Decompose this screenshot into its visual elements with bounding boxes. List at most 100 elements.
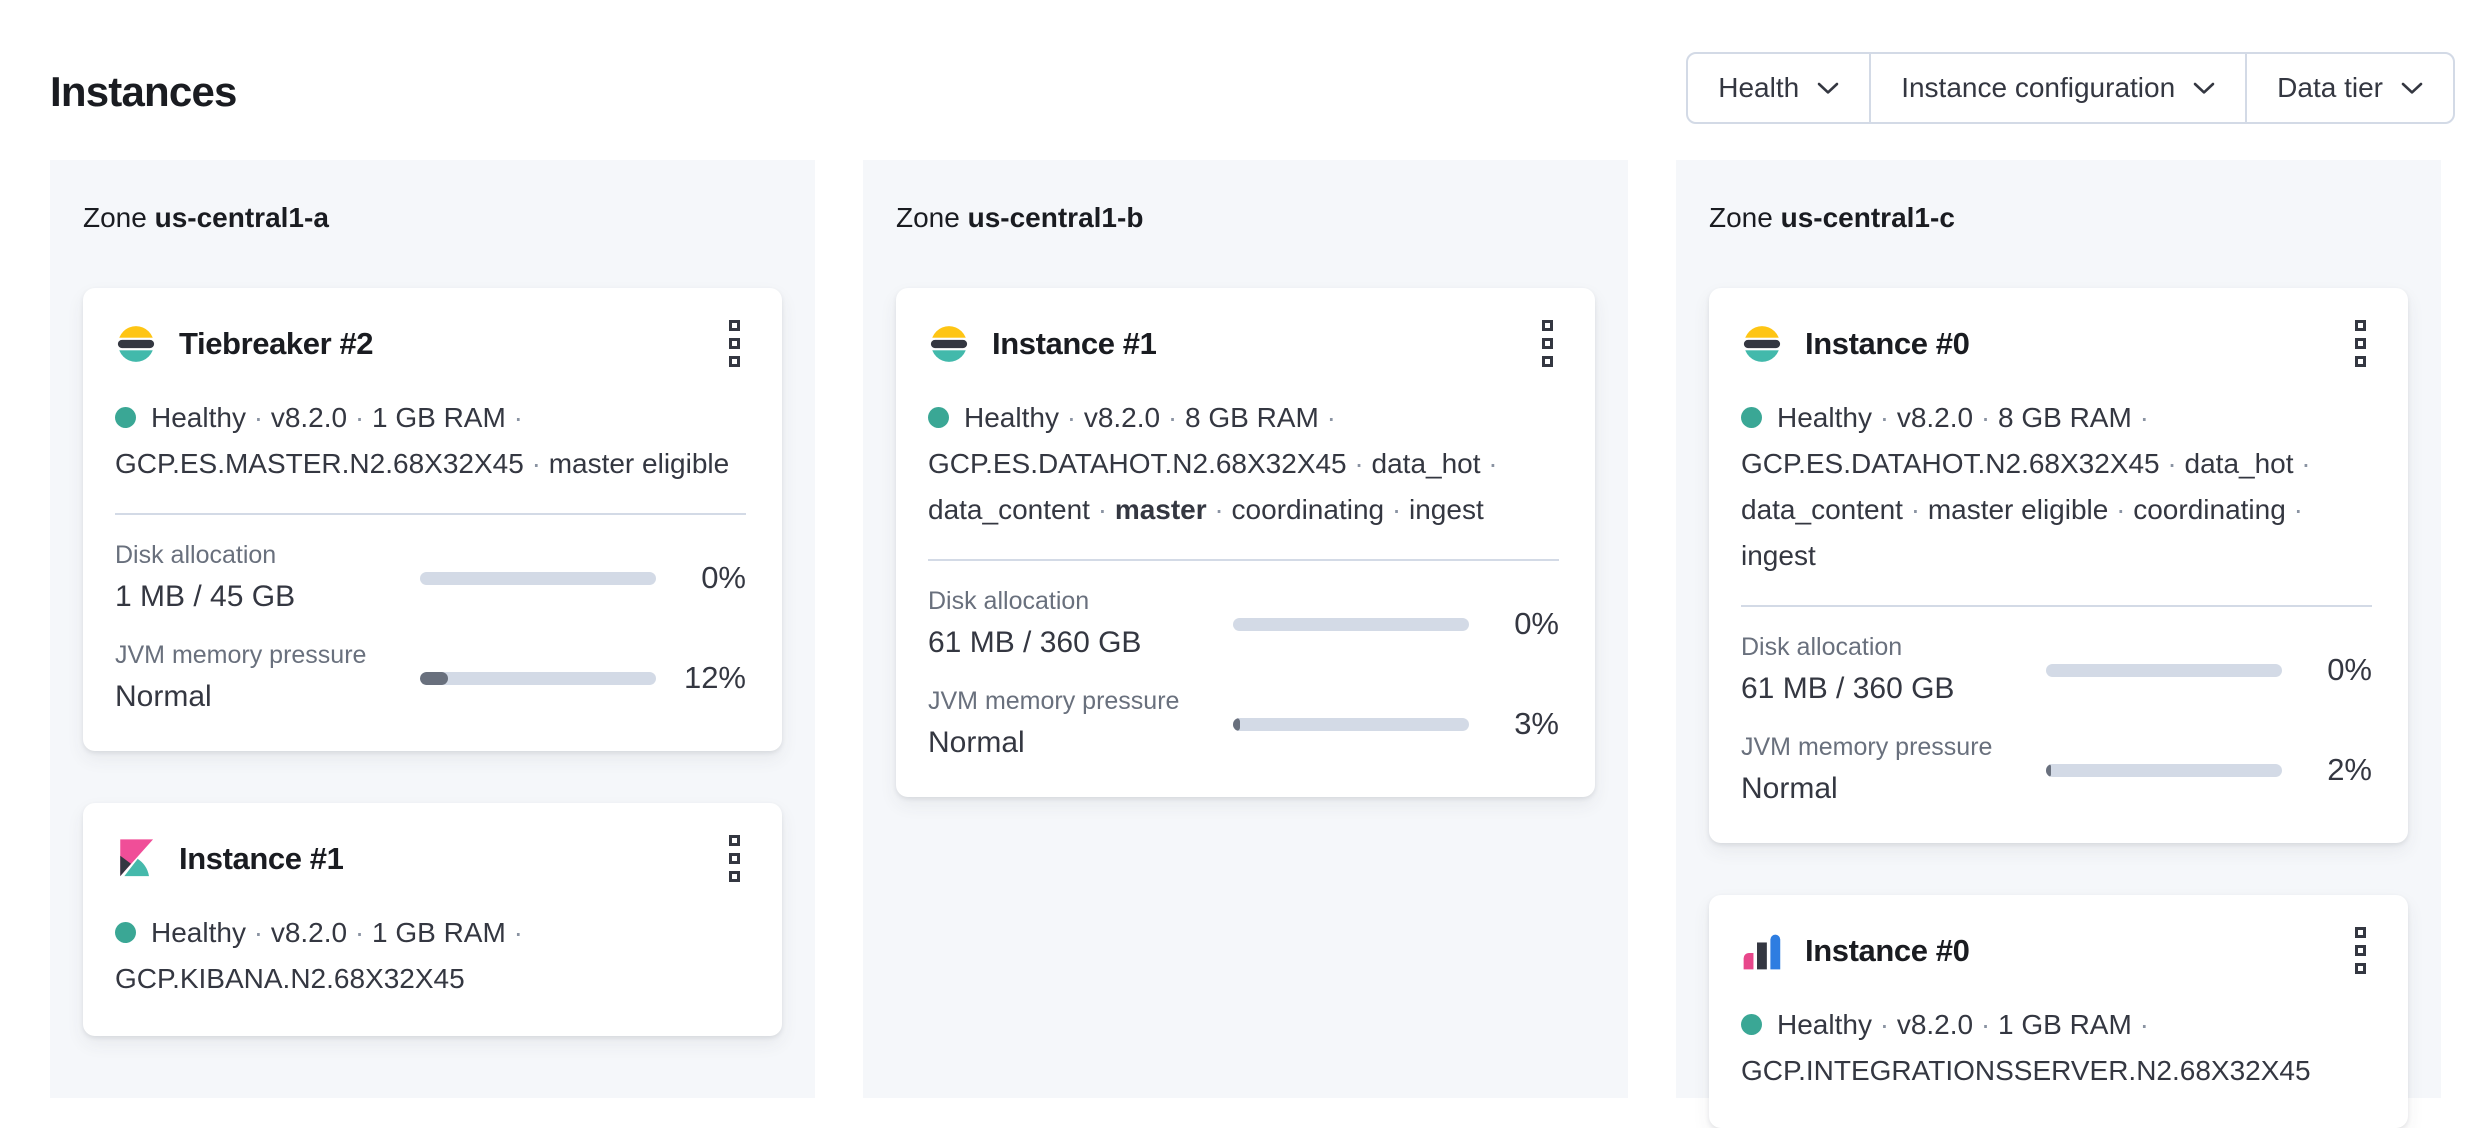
instance-title: Instance #1 bbox=[179, 840, 344, 876]
jvm-memory-pressure-metric: JVM memory pressure Normal 12% bbox=[115, 639, 746, 717]
instance-title: Instance #0 bbox=[1805, 932, 1970, 968]
page-header: Instances Health Instance configuration … bbox=[0, 0, 2490, 124]
meta-token: Healthy bbox=[964, 402, 1076, 433]
meta-token: GCP.ES.DATAHOT.N2.68X32X45 bbox=[928, 448, 1364, 479]
card-divider bbox=[115, 513, 746, 515]
instance-card-integrations-0: Instance #0 Healthy v8.2.0 1 GB RAM GCP.… bbox=[1709, 895, 2408, 1128]
metric-percent: 2% bbox=[2327, 752, 2372, 787]
integrations-server-logo bbox=[1741, 930, 1783, 972]
zone-label-prefix: Zone bbox=[83, 202, 147, 233]
instance-menu-button[interactable] bbox=[723, 829, 746, 888]
instance-meta: Healthy v8.2.0 1 GB RAM GCP.INTEGRATIONS… bbox=[1741, 1002, 2372, 1094]
zone-name: us-central1-a bbox=[154, 202, 329, 233]
card-header: Instance #1 bbox=[928, 314, 1559, 373]
card-header: Instance #0 bbox=[1741, 314, 2372, 373]
metric-value: Normal bbox=[1741, 772, 1838, 805]
zone-panel-us-central1-c: Zone us-central1-c Instance #0 Healthy v… bbox=[1676, 160, 2441, 1128]
metric-label: JVM memory pressure bbox=[1741, 733, 1993, 761]
instance-menu-button[interactable] bbox=[2349, 921, 2372, 980]
zone-panel-us-central1-b: Zone us-central1-b Instance #1 Healthy v… bbox=[863, 160, 1628, 1098]
zone-label: Zone us-central1-a bbox=[83, 202, 782, 234]
instance-meta: Healthy v8.2.0 8 GB RAM GCP.ES.DATAHOT.N… bbox=[928, 395, 1559, 533]
disk-allocation-bar bbox=[1233, 617, 1469, 631]
health-status-dot bbox=[115, 922, 136, 943]
zone-label-prefix: Zone bbox=[896, 202, 960, 233]
filter-button-data-tier[interactable]: Data tier bbox=[2245, 54, 2453, 122]
chevron-down-icon bbox=[1817, 82, 1839, 95]
meta-token: master eligible bbox=[548, 448, 730, 479]
instance-title: Tiebreaker #2 bbox=[179, 325, 374, 361]
metric-value: 1 MB / 45 GB bbox=[115, 580, 296, 613]
instance-card-tiebreaker-2: Tiebreaker #2 Healthy v8.2.0 1 GB RAM GC… bbox=[83, 288, 782, 751]
filter-instance-configuration-label: Instance configuration bbox=[1901, 72, 2176, 103]
disk-allocation-metric: Disk allocation 1 MB / 45 GB 0% bbox=[115, 539, 746, 617]
metric-value: 61 MB / 360 GB bbox=[928, 626, 1142, 659]
card-header: Instance #1 bbox=[115, 829, 746, 888]
meta-token: v8.2.0 bbox=[1897, 402, 1990, 433]
metric-label: Disk allocation bbox=[928, 587, 1090, 615]
meta-token: 1 GB RAM bbox=[372, 402, 523, 433]
instance-title: Instance #1 bbox=[992, 325, 1157, 361]
jvm-memory-pressure-metric: JVM memory pressure Normal 2% bbox=[1741, 731, 2372, 809]
meta-token: v8.2.0 bbox=[1084, 402, 1177, 433]
metric-value: Normal bbox=[115, 680, 212, 713]
jvm-memory-pressure-bar bbox=[2046, 763, 2282, 777]
meta-token: data_content bbox=[1741, 494, 1920, 525]
meta-token: GCP.ES.DATAHOT.N2.68X32X45 bbox=[1741, 448, 2177, 479]
instance-menu-button[interactable] bbox=[723, 314, 746, 373]
kibana-logo bbox=[115, 838, 157, 880]
chevron-down-icon bbox=[2401, 82, 2423, 95]
disk-allocation-bar bbox=[2046, 663, 2282, 677]
instance-title: Instance #0 bbox=[1805, 325, 1970, 361]
meta-token: 1 GB RAM bbox=[1998, 1009, 2149, 1040]
metrics-section: Disk allocation 61 MB / 360 GB 0% JVM me… bbox=[1741, 631, 2372, 809]
elasticsearch-logo bbox=[115, 323, 157, 365]
instance-menu-button[interactable] bbox=[2349, 314, 2372, 373]
filter-data-tier-label: Data tier bbox=[2277, 72, 2383, 103]
metric-label: JVM memory pressure bbox=[115, 641, 367, 669]
filter-health-label: Health bbox=[1718, 72, 1800, 103]
card-divider bbox=[928, 559, 1559, 561]
meta-token: v8.2.0 bbox=[271, 917, 364, 948]
filter-button-instance-configuration[interactable]: Instance configuration bbox=[1869, 54, 2245, 122]
metric-label: Disk allocation bbox=[1741, 633, 1903, 661]
card-header: Instance #0 bbox=[1741, 921, 2372, 980]
metric-value: 61 MB / 360 GB bbox=[1741, 672, 1955, 705]
elasticsearch-logo bbox=[1741, 323, 1783, 365]
zone-name: us-central1-b bbox=[967, 202, 1144, 233]
health-status-dot bbox=[1741, 1014, 1762, 1035]
meta-token: coordinating bbox=[1232, 494, 1402, 525]
disk-allocation-bar bbox=[420, 571, 656, 585]
meta-token: v8.2.0 bbox=[271, 402, 364, 433]
meta-token: coordinating bbox=[2133, 494, 2303, 525]
meta-token: Healthy bbox=[151, 917, 263, 948]
meta-token: data_content bbox=[928, 494, 1107, 525]
metric-value: Normal bbox=[928, 726, 1025, 759]
filter-button-health[interactable]: Health bbox=[1688, 54, 1869, 122]
metric-percent: 0% bbox=[701, 560, 746, 595]
zone-panel-us-central1-a: Zone us-central1-a Tiebreaker #2 Healthy… bbox=[50, 160, 815, 1098]
elasticsearch-logo bbox=[928, 323, 970, 365]
meta-token: data_hot bbox=[2185, 448, 2311, 479]
jvm-memory-pressure-metric: JVM memory pressure Normal 3% bbox=[928, 685, 1559, 763]
filter-group: Health Instance configuration Data tier bbox=[1686, 52, 2455, 124]
zone-name: us-central1-c bbox=[1780, 202, 1955, 233]
health-status-dot bbox=[115, 407, 136, 428]
meta-token: data_hot bbox=[1372, 448, 1498, 479]
card-divider bbox=[1741, 605, 2372, 607]
instance-meta: Healthy v8.2.0 1 GB RAM GCP.ES.MASTER.N2… bbox=[115, 395, 746, 487]
meta-token: GCP.ES.MASTER.N2.68X32X45 bbox=[115, 448, 541, 479]
zone-label: Zone us-central1-c bbox=[1709, 202, 2408, 234]
disk-allocation-metric: Disk allocation 61 MB / 360 GB 0% bbox=[1741, 631, 2372, 709]
meta-token: Healthy bbox=[151, 402, 263, 433]
metrics-section: Disk allocation 61 MB / 360 GB 0% JVM me… bbox=[928, 585, 1559, 763]
meta-token: 8 GB RAM bbox=[1998, 402, 2149, 433]
meta-token: Healthy bbox=[1777, 1009, 1889, 1040]
instance-meta: Healthy v8.2.0 1 GB RAM GCP.KIBANA.N2.68… bbox=[115, 910, 746, 1002]
meta-token-master: master bbox=[1115, 494, 1224, 525]
meta-token: ingest bbox=[1409, 494, 1484, 525]
metric-percent: 3% bbox=[1514, 706, 1559, 741]
metrics-section: Disk allocation 1 MB / 45 GB 0% JVM memo… bbox=[115, 539, 746, 717]
instance-menu-button[interactable] bbox=[1536, 314, 1559, 373]
jvm-memory-pressure-bar bbox=[420, 671, 656, 685]
